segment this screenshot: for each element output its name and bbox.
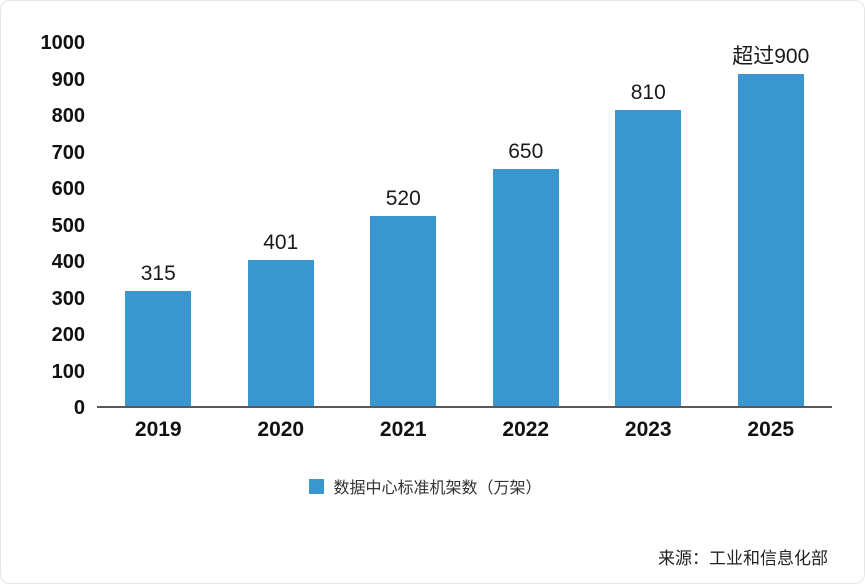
y-tick-label: 200 <box>51 324 85 346</box>
bar <box>492 168 559 406</box>
source-text: 来源：工业和信息化部 <box>658 549 828 568</box>
y-tick-label: 400 <box>51 251 85 273</box>
x-axis: 2019 2020 2021 2022 2023 2025 <box>97 418 832 442</box>
bar-value-label: 315 <box>140 262 176 286</box>
y-tick-label: 900 <box>51 68 85 91</box>
bar <box>125 291 192 406</box>
bar-group: 810 <box>587 82 710 406</box>
legend-swatch-icon <box>309 478 325 494</box>
bar-value-label: 超过900 <box>732 44 810 68</box>
bar-group: 650 <box>465 141 588 406</box>
x-axis-label: 2019 <box>134 418 182 441</box>
y-tick-label: 300 <box>51 287 85 310</box>
bar-value-label: 401 <box>263 230 299 254</box>
bar-group: 超过900 <box>710 46 833 406</box>
plot-area: 315 401 520 650 810 超过900 <box>97 43 832 408</box>
x-axis-label: 2021 <box>379 418 427 441</box>
y-axis: 0 100 200 300 400 500 600 700 800 900 1000 <box>19 33 97 418</box>
x-axis-label: 2025 <box>747 418 795 441</box>
bar <box>615 110 682 406</box>
y-tick-label: 100 <box>51 360 85 383</box>
bar-value-label: 520 <box>385 187 421 211</box>
bar-group: 520 <box>342 188 465 406</box>
bar-chart: 0 100 200 300 400 500 600 700 800 900 1000 315 401 5… <box>19 33 832 418</box>
bar <box>247 259 314 406</box>
x-axis-label: 2020 <box>257 418 305 441</box>
y-tick-label: 1000 <box>40 32 86 54</box>
bar-value-label: 810 <box>630 81 666 105</box>
bar <box>737 73 804 406</box>
bar <box>370 216 437 406</box>
x-axis-label: 2022 <box>502 418 550 441</box>
y-tick-label: 500 <box>51 214 85 237</box>
y-tick-label: 600 <box>51 178 85 200</box>
legend-label: 数据中心标准机架数（万架） <box>333 480 542 497</box>
y-tick-label: 800 <box>51 105 85 127</box>
bar-group: 401 <box>220 232 343 406</box>
bar-value-label: 650 <box>508 139 544 163</box>
y-tick-label: 700 <box>51 141 85 164</box>
legend: 数据中心标准机架数（万架） <box>19 474 832 498</box>
x-axis-label: 2023 <box>624 418 672 441</box>
y-tick-label: 0 <box>73 397 85 419</box>
bar-group: 315 <box>97 263 220 406</box>
